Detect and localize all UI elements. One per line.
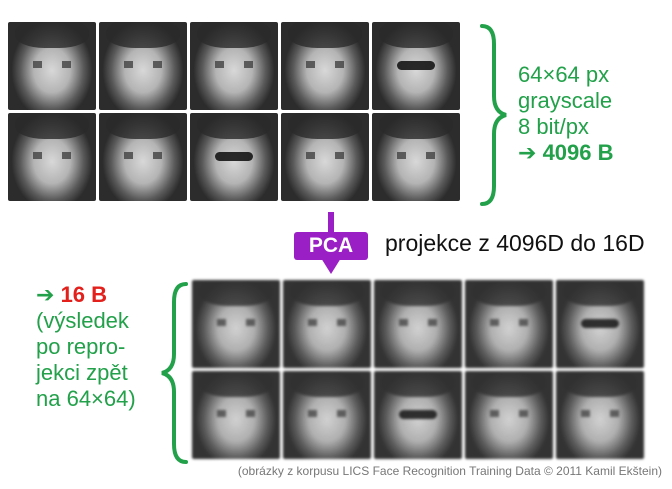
reprojected-face-image bbox=[465, 280, 553, 368]
info-bit-depth: 8 bit/px bbox=[518, 114, 589, 139]
reprojected-note-line: po repro- bbox=[36, 334, 126, 359]
reprojected-face-image bbox=[192, 371, 280, 459]
face-image bbox=[281, 113, 369, 201]
pca-description: projekce z 4096D do 16D bbox=[385, 230, 645, 256]
reprojected-info: ➔ 16 B (výsledek po repro- jekci zpět na… bbox=[36, 282, 136, 412]
reprojected-size-line: ➔ 16 B bbox=[36, 282, 136, 308]
reprojected-face-image bbox=[556, 280, 644, 368]
original-faces-grid bbox=[8, 22, 460, 201]
reprojected-note-line: na 64×64) bbox=[36, 386, 136, 411]
face-image bbox=[372, 22, 460, 110]
face-image bbox=[99, 113, 187, 201]
info-dimensions: 64×64 px bbox=[518, 62, 610, 87]
reprojected-face-image bbox=[556, 371, 644, 459]
reprojected-note-line: (výsledek bbox=[36, 308, 129, 333]
arrow-icon: ➔ bbox=[518, 140, 537, 165]
info-size-line: ➔ 4096 B bbox=[518, 140, 614, 166]
reprojected-faces-grid bbox=[192, 280, 644, 459]
face-image bbox=[99, 22, 187, 110]
image-credit-caption: (obrázky z korpusu LICS Face Recognition… bbox=[237, 464, 662, 478]
face-image bbox=[8, 113, 96, 201]
reprojected-face-image bbox=[374, 280, 462, 368]
info-color-mode: grayscale bbox=[518, 88, 613, 113]
reprojected-note-line: jekci zpět bbox=[36, 360, 128, 385]
reprojected-face-image bbox=[465, 371, 553, 459]
original-image-info: 64×64 px grayscale 8 bit/px ➔ 4096 B bbox=[518, 62, 614, 166]
reprojected-face-image bbox=[283, 280, 371, 368]
reprojected-face-image bbox=[192, 280, 280, 368]
info-size: 4096 B bbox=[542, 140, 614, 165]
pca-badge: PCA bbox=[294, 232, 368, 260]
face-image bbox=[281, 22, 369, 110]
face-image bbox=[8, 22, 96, 110]
left-brace-icon bbox=[161, 282, 188, 464]
arrow-icon: ➔ bbox=[36, 282, 55, 307]
reprojected-size: 16 B bbox=[60, 282, 108, 307]
face-image bbox=[372, 113, 460, 201]
reprojected-face-image bbox=[283, 371, 371, 459]
face-image bbox=[190, 113, 278, 201]
face-image bbox=[190, 22, 278, 110]
right-brace-icon bbox=[480, 24, 507, 206]
reprojected-face-image bbox=[374, 371, 462, 459]
